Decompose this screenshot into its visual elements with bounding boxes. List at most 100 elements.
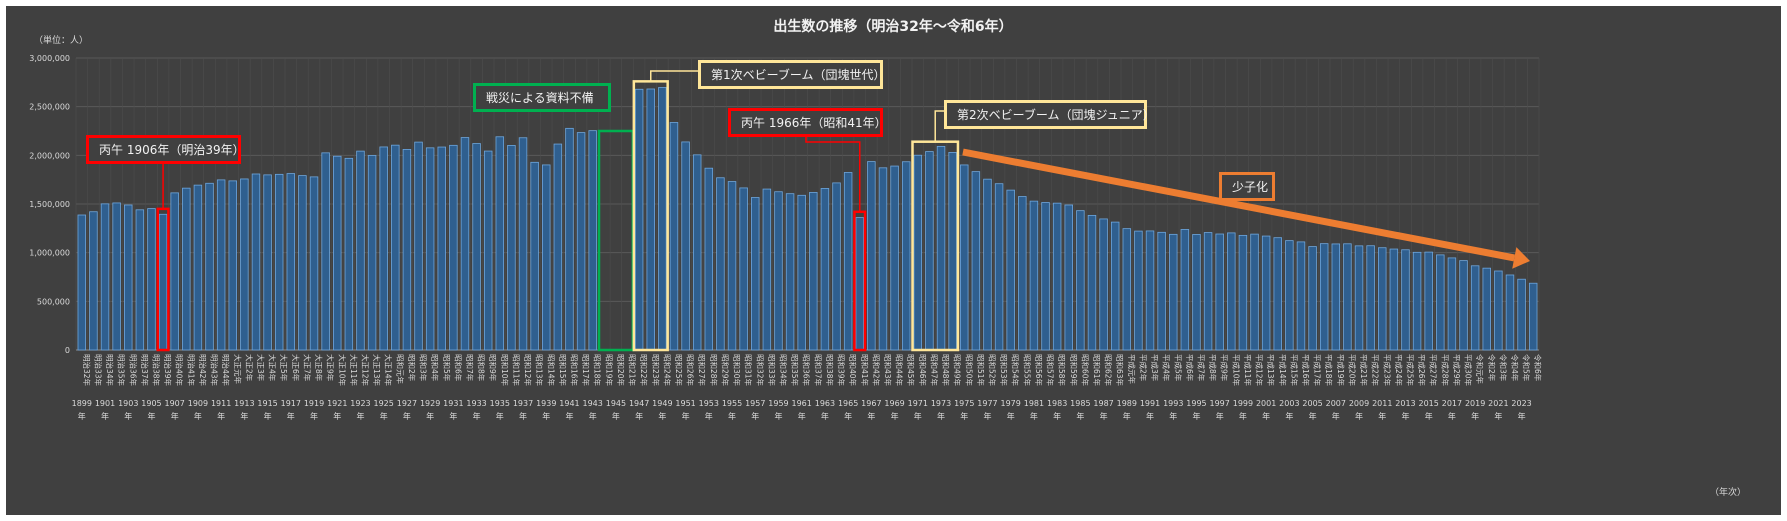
x-year-suffix: 年 — [310, 411, 318, 421]
x-year-label: 1999 — [1233, 399, 1253, 408]
x-year-label: 1921 — [327, 399, 347, 408]
x-category-label: 昭和21年 — [628, 354, 638, 387]
x-category-label: 明治43年 — [210, 354, 220, 387]
x-year-label: 1915 — [257, 399, 277, 408]
x-category-label: 昭和41年 — [860, 354, 870, 387]
y-tick-label: 1,500,000 — [29, 200, 70, 209]
x-category-label: 昭和7年 — [465, 354, 475, 382]
x-year-suffix: 年 — [1309, 411, 1317, 421]
x-category-label: 昭和57年 — [1046, 354, 1056, 387]
x-category-label: 平成24年 — [1394, 354, 1404, 387]
bar — [774, 191, 783, 351]
x-year-suffix: 年 — [380, 411, 388, 421]
x-year-label: 1939 — [536, 399, 556, 408]
x-category-label: 明治42年 — [198, 354, 208, 387]
x-year-suffix: 年 — [821, 411, 829, 421]
x-category-label: 令和6年 — [1533, 354, 1543, 382]
bar — [367, 155, 377, 351]
bar — [158, 213, 168, 351]
x-category-label: 平成16年 — [1301, 354, 1311, 387]
x-category-label: 昭和32年 — [755, 354, 765, 387]
x-category-label: 昭和56年 — [1034, 354, 1044, 387]
x-year-suffix: 年 — [1100, 411, 1108, 421]
bar — [379, 146, 388, 351]
x-year-label: 1909 — [188, 399, 208, 408]
x-category-label: 昭和38年 — [825, 354, 835, 387]
x-year-label: 1989 — [1117, 399, 1137, 408]
bar — [1343, 243, 1352, 351]
x-category-label: 明治38年 — [151, 354, 161, 387]
bar — [170, 192, 179, 351]
annotation-baby-boom-1: 第1次ベビーブーム（団塊世代） — [698, 60, 886, 89]
bar — [124, 204, 133, 351]
x-category-label: 令和3年 — [1498, 354, 1508, 382]
x-category-label: 昭和2年 — [407, 354, 417, 382]
bar — [1145, 230, 1155, 351]
bar — [1354, 245, 1364, 351]
x-year-label: 1973 — [931, 399, 951, 408]
x-category-label: 昭和26年 — [686, 354, 696, 387]
x-category-label: 昭和44年 — [895, 354, 905, 387]
x-year-suffix: 年 — [844, 411, 852, 421]
x-year-label: 1929 — [420, 399, 440, 408]
x-category-label: 昭和42年 — [871, 354, 881, 387]
y-tick-label: 2,000,000 — [29, 151, 70, 160]
x-category-label: 令和4年 — [1510, 354, 1520, 382]
x-year-suffix: 年 — [983, 411, 991, 421]
x-category-label: 平成11年 — [1243, 354, 1253, 387]
x-year-label: 1949 — [652, 399, 672, 408]
x-year-suffix: 年 — [426, 411, 434, 421]
x-category-label: 平成3年 — [1150, 354, 1160, 382]
x-year-label: 2005 — [1302, 399, 1322, 408]
x-category-label: 昭和37年 — [813, 354, 823, 387]
x-category-label: 昭和10年 — [500, 354, 510, 387]
bar — [971, 171, 981, 351]
bar — [1157, 231, 1166, 351]
y-axis: 0 500,000 1,000,000 1,500,000 2,000,000 2,500… — [29, 54, 70, 355]
x-category-label: 明治32年 — [82, 354, 92, 387]
x-category-label: 昭和59年 — [1069, 354, 1079, 387]
x-category-label: 昭和5年 — [442, 354, 452, 382]
x-category-label: 明治34年 — [105, 354, 115, 387]
x-category-label: 昭和6年 — [453, 354, 463, 382]
bar — [762, 188, 772, 351]
bar — [472, 143, 481, 351]
bar — [112, 202, 121, 351]
x-year-label: 1919 — [304, 399, 324, 408]
bar — [878, 167, 888, 351]
y-tick-label: 0 — [65, 346, 70, 355]
bar — [1494, 270, 1503, 351]
bar — [1331, 243, 1341, 351]
x-category-label: 昭和8年 — [477, 354, 487, 382]
x-year-label: 1961 — [792, 399, 812, 408]
x-category-label: 平成14年 — [1278, 354, 1288, 387]
x-year-suffix: 年 — [682, 411, 690, 421]
bar — [901, 161, 911, 351]
x-year-label: 2023 — [1511, 399, 1531, 408]
bar — [193, 184, 203, 351]
x-year-label: 2007 — [1326, 399, 1346, 408]
x-year-suffix: 年 — [1146, 411, 1154, 421]
x-year-suffix: 年 — [287, 411, 295, 421]
x-year-label: 2003 — [1279, 399, 1299, 408]
x-category-label: 昭和48年 — [941, 354, 951, 387]
x-year-suffix: 年 — [519, 411, 527, 421]
bar — [1006, 189, 1015, 351]
x-year-suffix: 年 — [1518, 411, 1526, 421]
x-category-label: 平成7年 — [1196, 354, 1206, 382]
x-year-label: 1927 — [397, 399, 417, 408]
x-category-label: 平成22年 — [1371, 354, 1381, 387]
x-year-label: 2009 — [1349, 399, 1369, 408]
x-category-label: 昭和35年 — [790, 354, 800, 387]
bar — [333, 155, 342, 351]
x-year-label: 1977 — [977, 399, 997, 408]
x-category-label: 明治33年 — [93, 354, 103, 387]
bar — [309, 176, 319, 351]
trend-arrow-head — [1512, 247, 1530, 269]
x-year-suffix: 年 — [496, 411, 504, 421]
x-year-suffix: 年 — [658, 411, 666, 421]
bar — [1296, 241, 1306, 351]
x-year-label: 1981 — [1024, 399, 1044, 408]
x-year-suffix: 年 — [1192, 411, 1200, 421]
gridlines — [75, 57, 1540, 351]
